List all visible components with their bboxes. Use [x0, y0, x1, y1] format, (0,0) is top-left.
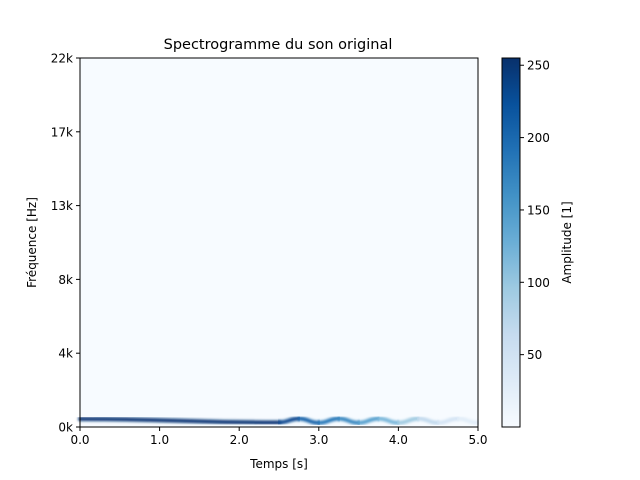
trace-segment [316, 416, 341, 425]
y-axis-label: Fréquence [Hz] [25, 197, 39, 288]
colorbar-gradient [501, 57, 521, 428]
x-tick-label: 0.0 [70, 433, 89, 447]
y-tick-label: 8k [58, 273, 73, 287]
x-tick-label: 4.0 [389, 433, 408, 447]
x-tick-label: 3.0 [309, 433, 328, 447]
trace-segment [78, 417, 281, 425]
chart-title: Spectrogramme du son original [164, 37, 393, 53]
y-tick-label: 13k [51, 199, 73, 213]
x-tick-label: 1.0 [150, 433, 169, 447]
colorbar-tick-label: 200 [527, 131, 550, 145]
x-axis: 0.0 1.0 2.0 3.0 4.0 5.0 [70, 427, 488, 447]
y-tick-label: 17k [51, 125, 73, 139]
y-tick-label: 4k [58, 347, 73, 361]
colorbar-ticks: 50 100 150 200 250 [520, 59, 550, 362]
x-tick-label: 2.0 [230, 433, 249, 447]
trace-segment [277, 416, 301, 425]
trace-segment [336, 416, 361, 425]
trace-segment [456, 416, 480, 425]
trace-segment [436, 416, 461, 425]
x-axis-label: Temps [s] [249, 457, 308, 471]
colorbar-tick-label: 50 [527, 348, 542, 362]
y-axis: 0k 4k 8k 13k 17k 22k [51, 52, 80, 435]
colorbar-label: Amplitude [1] [560, 201, 574, 283]
plot-area [78, 57, 480, 428]
colorbar-tick-label: 150 [527, 203, 550, 217]
colorbar-tick-label: 250 [527, 59, 550, 73]
plot-frame [79, 57, 479, 428]
y-tick-label: 0k [58, 421, 73, 435]
heatmap-background [80, 58, 478, 427]
trace-segment [376, 416, 401, 425]
trace-segment [356, 416, 381, 425]
y-tick-label: 22k [51, 52, 73, 66]
spectrogram-trace [78, 416, 480, 425]
trace-segment [396, 416, 421, 425]
trace-segment [416, 416, 441, 425]
colorbar: 50 100 150 200 250 Amplitude [1] [501, 57, 574, 428]
x-tick-label: 5.0 [468, 433, 487, 447]
colorbar-tick-label: 100 [527, 276, 550, 290]
trace-segment [296, 416, 321, 425]
